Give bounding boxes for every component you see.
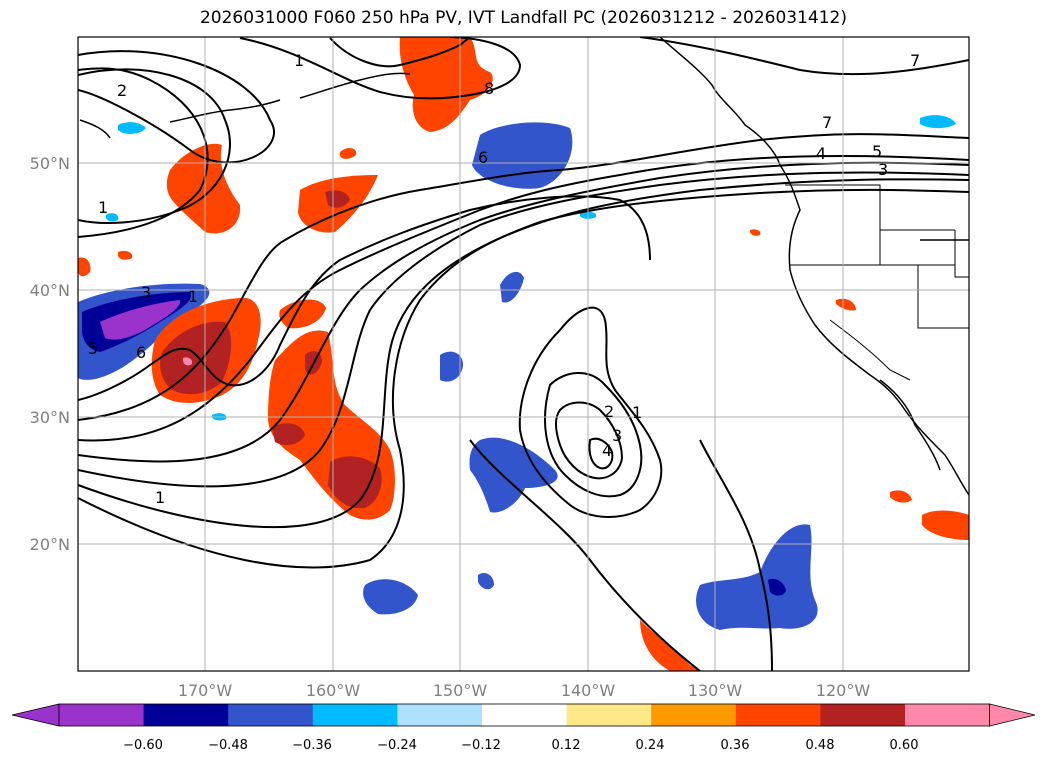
colorbar-bin — [143, 704, 229, 726]
coastlines — [79, 37, 969, 496]
borders — [785, 184, 969, 381]
colorbar-bin — [397, 704, 483, 726]
pv-negative-north — [472, 122, 573, 189]
pv-negative-southeast — [696, 524, 818, 630]
colorbar-tick: −0.12 — [461, 738, 501, 753]
contour-label: 3 — [878, 160, 888, 179]
lon-label: 120°W — [816, 681, 871, 700]
colorbar-tick: −0.60 — [123, 738, 163, 753]
contour-label: 5 — [872, 142, 882, 161]
colorbar-tick: 0.24 — [635, 738, 665, 753]
lon-label: 150°W — [433, 681, 488, 700]
contour-label: 7 — [910, 51, 920, 70]
contour-label: 8 — [484, 79, 494, 98]
contour-label: 5 — [88, 339, 98, 358]
colorbar-bin — [59, 704, 145, 726]
lat-label: 20°N — [30, 535, 70, 554]
colorbar-bin — [735, 704, 821, 726]
contour-label: 4 — [602, 441, 612, 460]
pv-negative-central — [469, 437, 558, 513]
colorbar-bin — [820, 704, 906, 726]
colorbar-tick: 0.48 — [805, 738, 835, 753]
colorbar-tick: −0.48 — [208, 738, 248, 753]
ivt-contours — [78, 37, 969, 671]
contour-label: 2 — [117, 81, 127, 100]
colorbar-tick: 0.36 — [720, 738, 750, 753]
colorbar-bin — [651, 704, 737, 726]
lon-label: 130°W — [688, 681, 743, 700]
lat-label: 40°N — [30, 281, 70, 300]
colorbar-bin — [566, 704, 652, 726]
colorbar-bin — [905, 704, 991, 726]
latitude-labels: 50°N 40°N 30°N 20°N — [30, 154, 70, 554]
colorbar-bin — [482, 704, 568, 726]
colorbar-bin — [312, 704, 398, 726]
contour-label: 6 — [136, 343, 146, 362]
colorbar-tick: −0.36 — [292, 738, 332, 753]
contour-label: 1 — [294, 51, 304, 70]
contour-label: 1 — [188, 287, 198, 306]
lon-label: 160°W — [306, 681, 361, 700]
lat-label: 50°N — [30, 154, 70, 173]
colorbar — [11, 703, 1036, 727]
contour-labels: 1 2 1 8 6 7 4 5 3 7 1 3 6 5 2 1 3 4 1 — [88, 51, 920, 507]
contour-label: 4 — [816, 144, 826, 163]
colorbar-bin — [228, 704, 314, 726]
contour-label: 3 — [141, 283, 151, 302]
longitude-labels: 170°W 160°W 150°W 140°W 130°W 120°W — [178, 681, 871, 700]
lon-label: 140°W — [561, 681, 616, 700]
chart-title: 2026031000 F060 250 hPa PV, IVT Landfall… — [199, 8, 847, 28]
pv-negative-southeast-core — [768, 578, 786, 596]
lon-label: 170°W — [178, 681, 233, 700]
lat-label: 30°N — [30, 408, 70, 427]
contour-label: 6 — [478, 148, 488, 167]
contour-label: 3 — [612, 426, 622, 445]
contour-label: 1 — [632, 403, 642, 422]
contour-label: 1 — [155, 488, 165, 507]
colorbar-under-triangle — [11, 703, 60, 727]
colorbar-tick: 0.60 — [889, 738, 919, 753]
plot-frame — [77, 36, 970, 672]
colorbar-tick: 0.12 — [551, 738, 581, 753]
colorbar-tick: −0.24 — [377, 738, 417, 753]
contour-label: 1 — [98, 198, 108, 217]
contour-label: 2 — [604, 402, 614, 421]
colorbar-over-triangle — [989, 703, 1036, 727]
colorbar-frame — [58, 703, 990, 727]
gridlines — [78, 37, 969, 671]
pv-negative-west-inner — [100, 300, 181, 340]
contour-label: 7 — [822, 113, 832, 132]
pv-positive-north — [399, 37, 493, 132]
